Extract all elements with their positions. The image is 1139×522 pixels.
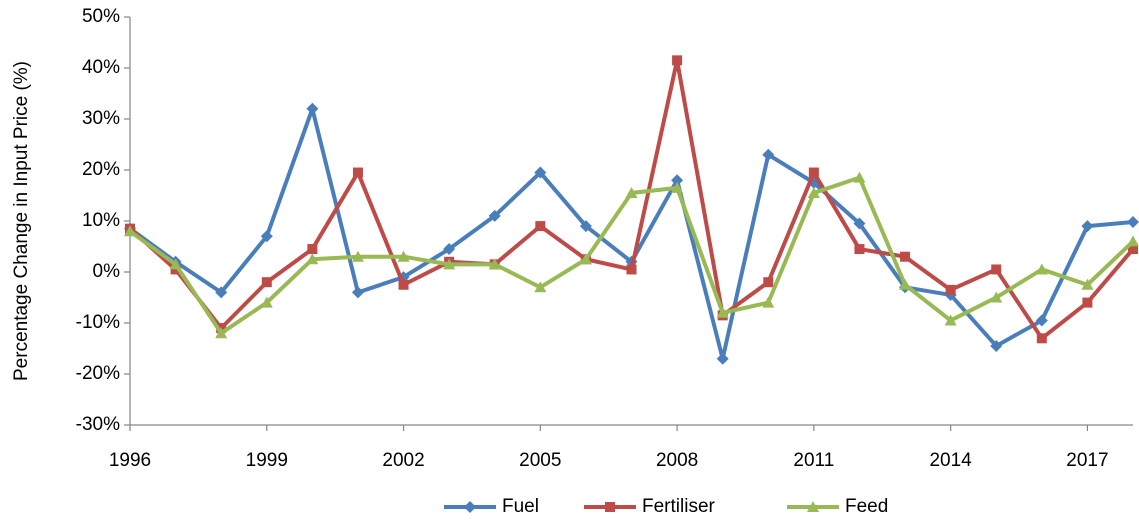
marker xyxy=(945,284,956,295)
x-tick-label: 2005 xyxy=(519,450,561,471)
marker xyxy=(626,264,637,275)
marker xyxy=(853,171,866,183)
marker xyxy=(579,220,592,233)
marker xyxy=(991,264,1002,275)
legend-item: Feed xyxy=(787,496,888,517)
x-tick-label: 1999 xyxy=(246,450,288,471)
marker xyxy=(808,167,819,178)
legend-item: Fertiliser xyxy=(584,496,716,517)
marker xyxy=(1035,263,1048,275)
marker xyxy=(762,148,775,161)
marker xyxy=(169,258,182,270)
marker xyxy=(1081,278,1094,290)
marker xyxy=(260,230,273,243)
marker xyxy=(944,314,957,326)
marker xyxy=(261,277,272,288)
marker xyxy=(990,339,1003,352)
marker xyxy=(807,501,819,512)
series-line xyxy=(128,106,1134,361)
x-tick-label: 2002 xyxy=(382,450,424,471)
marker xyxy=(307,244,318,255)
marker xyxy=(443,243,456,256)
marker xyxy=(854,244,865,255)
marker xyxy=(900,251,911,262)
marker xyxy=(488,258,501,270)
y-tick-label: 20% xyxy=(82,159,120,180)
series xyxy=(125,55,1138,344)
marker xyxy=(351,250,364,262)
series xyxy=(124,102,1139,365)
marker xyxy=(1035,314,1048,327)
marker xyxy=(215,286,228,299)
marker xyxy=(716,352,729,365)
y-tick-label: -30% xyxy=(76,414,120,435)
marker xyxy=(260,296,273,308)
y-tick-label: 10% xyxy=(82,210,120,231)
marker xyxy=(443,258,456,270)
marker xyxy=(398,279,409,290)
marker xyxy=(352,167,363,178)
marker xyxy=(306,253,319,265)
marker xyxy=(1036,333,1047,344)
x-tick-label: 2017 xyxy=(1066,450,1108,471)
marker xyxy=(762,296,775,308)
marker xyxy=(671,174,684,187)
marker xyxy=(990,291,1003,303)
y-tick-label: 40% xyxy=(82,57,120,78)
marker xyxy=(579,253,592,265)
marker xyxy=(215,327,228,339)
marker xyxy=(625,186,638,198)
marker xyxy=(807,186,820,198)
y-tick-label: -10% xyxy=(76,312,120,333)
series xyxy=(124,171,1139,339)
legend-label: Feed xyxy=(845,496,888,517)
marker xyxy=(306,102,319,115)
marker xyxy=(1082,297,1093,308)
y-tick-label: 0% xyxy=(93,261,121,282)
marker xyxy=(716,306,729,318)
marker xyxy=(672,55,683,66)
marker xyxy=(535,221,546,232)
marker xyxy=(351,286,364,299)
marker xyxy=(488,209,501,222)
y-tick-label: -20% xyxy=(76,363,120,384)
marker xyxy=(1128,244,1138,255)
marker xyxy=(605,502,615,512)
marker xyxy=(397,250,410,262)
marker xyxy=(763,277,774,288)
x-tick-label: 1996 xyxy=(109,450,151,471)
marker xyxy=(899,278,912,290)
marker xyxy=(170,264,181,275)
marker xyxy=(1127,216,1139,229)
marker xyxy=(853,217,866,230)
marker xyxy=(124,225,136,237)
marker xyxy=(534,281,547,293)
marker xyxy=(1081,220,1094,233)
x-tick-label: 2008 xyxy=(656,450,698,471)
legend-label: Fertiliser xyxy=(642,496,716,517)
x-tick-label: 2014 xyxy=(929,450,972,471)
legend-label: Fuel xyxy=(502,496,539,517)
marker xyxy=(464,501,476,513)
y-tick-label: 30% xyxy=(82,108,120,129)
legend-item: Fuel xyxy=(444,496,539,517)
marker xyxy=(534,166,547,179)
marker xyxy=(1127,235,1139,247)
marker xyxy=(671,181,684,193)
y-tick-label: 50% xyxy=(82,6,120,27)
x-tick-label: 2011 xyxy=(793,450,834,471)
y-axis-label: Percentage Change in Input Price (%) xyxy=(11,61,32,381)
